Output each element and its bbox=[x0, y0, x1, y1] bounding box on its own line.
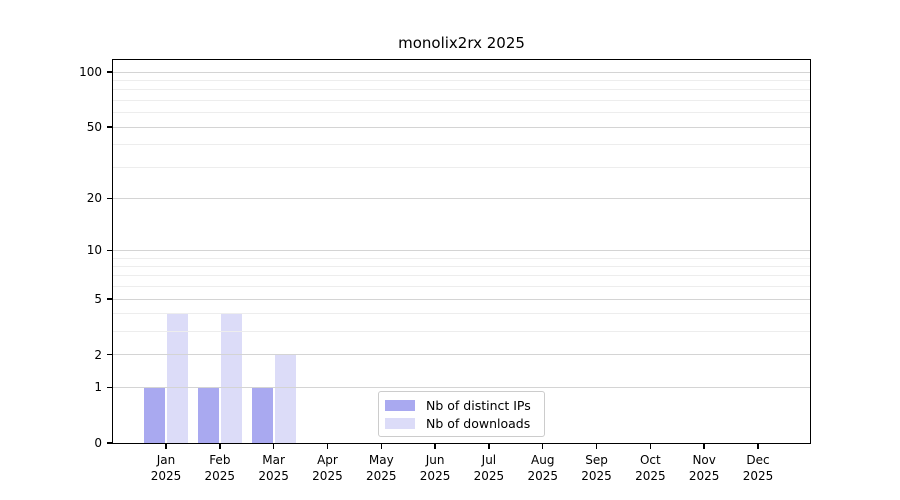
x-axis-tick bbox=[595, 443, 598, 449]
gridline-minor bbox=[113, 80, 810, 82]
y-axis-tick bbox=[107, 298, 113, 300]
gridline-minor bbox=[113, 144, 810, 146]
legend: Nb of distinct IPs Nb of downloads bbox=[378, 391, 545, 437]
y-axis-tick bbox=[107, 71, 113, 73]
bar-nb-of-downloads-mar bbox=[274, 354, 296, 443]
legend-label-distinct-ips: Nb of distinct IPs bbox=[426, 397, 531, 413]
x-tick-label: Jul 2025 bbox=[473, 453, 505, 483]
x-tick-label: Aug 2025 bbox=[527, 453, 558, 483]
gridline-minor bbox=[113, 166, 810, 168]
y-axis-tick bbox=[107, 249, 113, 252]
x-tick-label: Sep 2025 bbox=[581, 453, 612, 483]
y-tick-label: 50 bbox=[86, 120, 102, 135]
x-tick-label: Feb 2025 bbox=[204, 453, 236, 483]
gridline-minor bbox=[113, 89, 810, 91]
x-axis-tick bbox=[541, 443, 544, 449]
y-axis-tick bbox=[107, 126, 113, 128]
gridline-minor bbox=[113, 331, 810, 333]
x-axis-tick bbox=[165, 443, 167, 449]
legend-swatch-downloads bbox=[385, 417, 415, 429]
y-axis-tick bbox=[107, 353, 113, 356]
gridline-minor bbox=[113, 257, 810, 259]
gridline-minor bbox=[113, 313, 810, 315]
y-tick-label: 20 bbox=[86, 191, 102, 206]
gridline-major bbox=[113, 354, 810, 356]
legend-item-distinct-ips: Nb of distinct IPs bbox=[385, 398, 538, 413]
gridline-minor bbox=[113, 100, 810, 102]
x-axis-tick bbox=[703, 443, 705, 449]
gridline-minor bbox=[113, 112, 810, 114]
x-axis-tick bbox=[272, 443, 275, 449]
gridline-major bbox=[113, 386, 810, 388]
bar-nb-of-distinct-ips-mar bbox=[251, 387, 273, 443]
gridline-major bbox=[113, 298, 810, 300]
gridline-major bbox=[113, 249, 810, 251]
y-tick-label: 10 bbox=[86, 243, 102, 258]
gridline-major bbox=[113, 126, 810, 128]
x-axis-tick bbox=[219, 443, 221, 449]
x-axis-tick bbox=[757, 443, 759, 449]
x-axis-tick bbox=[649, 443, 652, 449]
gridline-minor bbox=[113, 286, 810, 288]
legend-item-downloads: Nb of downloads bbox=[385, 416, 538, 431]
y-axis-tick bbox=[107, 386, 113, 389]
legend-label-downloads: Nb of downloads bbox=[426, 415, 531, 431]
x-axis-tick bbox=[434, 443, 436, 449]
bar-nb-of-distinct-ips-feb bbox=[197, 387, 219, 443]
legend-swatch-distinct-ips bbox=[385, 399, 415, 411]
x-tick-label: Dec 2025 bbox=[742, 453, 774, 483]
x-tick-label: May 2025 bbox=[365, 453, 397, 483]
x-tick-label: Jan 2025 bbox=[150, 453, 182, 483]
y-tick-label: 2 bbox=[94, 347, 102, 362]
chart-title: monolix2rx 2025 bbox=[398, 34, 525, 52]
y-tick-label: 100 bbox=[79, 65, 102, 80]
x-tick-label: Apr 2025 bbox=[312, 453, 343, 483]
gridline-minor bbox=[113, 275, 810, 277]
gridline-minor bbox=[113, 265, 810, 267]
x-axis-tick bbox=[488, 443, 490, 449]
bar-nb-of-distinct-ips-jan bbox=[144, 387, 165, 443]
x-axis-tick bbox=[380, 443, 383, 449]
bar-nb-of-downloads-jan bbox=[167, 313, 188, 443]
y-tick-label: 1 bbox=[94, 380, 102, 395]
gridline-major bbox=[113, 197, 810, 199]
x-axis-tick bbox=[326, 443, 329, 449]
y-axis-tick bbox=[107, 442, 113, 444]
x-tick-label: Oct 2025 bbox=[635, 453, 666, 483]
x-tick-label: Mar 2025 bbox=[258, 453, 289, 483]
x-tick-label: Nov 2025 bbox=[688, 453, 720, 483]
y-tick-label: 5 bbox=[94, 292, 102, 307]
y-tick-label: 0 bbox=[94, 436, 102, 450]
bar-nb-of-downloads-feb bbox=[220, 313, 242, 443]
gridline-major bbox=[113, 71, 810, 73]
y-axis-tick bbox=[107, 197, 113, 200]
x-tick-label: Jun 2025 bbox=[419, 453, 451, 483]
